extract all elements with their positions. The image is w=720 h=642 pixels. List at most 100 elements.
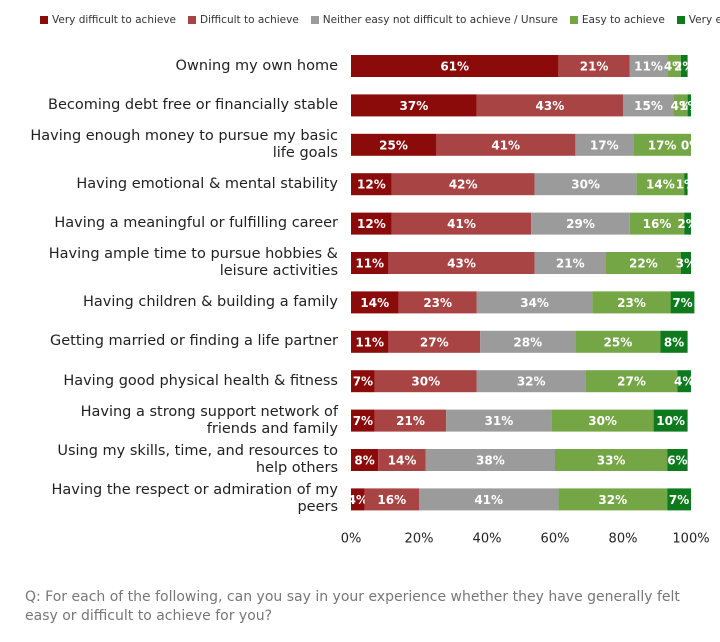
legend-item: Neither easy not difficult to achieve / … — [310, 14, 558, 26]
category-label: Having a meaningful or fulfilling career — [54, 215, 338, 232]
bar-segment — [629, 212, 685, 235]
bar-segment — [606, 252, 681, 274]
bar-segment — [378, 449, 426, 471]
bar-segment — [419, 488, 559, 511]
bar-segment — [351, 330, 389, 353]
data-label: 11% — [634, 60, 663, 74]
legend-label: Easy to achieve — [581, 14, 665, 26]
data-label: 11% — [355, 335, 384, 349]
bar-segment — [425, 449, 555, 471]
legend-swatch — [40, 16, 48, 24]
bar-segment — [680, 55, 688, 77]
bar-segment — [680, 252, 691, 274]
bar-segment — [534, 173, 637, 196]
x-tick-label: 20% — [405, 532, 434, 547]
data-label: 21% — [396, 414, 425, 428]
data-label: 21% — [580, 60, 609, 74]
bar-segment — [374, 370, 477, 393]
data-label: 7% — [672, 296, 692, 310]
data-label: 4% — [664, 60, 684, 74]
data-label: 30% — [588, 414, 617, 428]
data-label: 17% — [590, 138, 619, 152]
bar-segment — [476, 370, 586, 393]
data-label: 23% — [617, 296, 646, 310]
data-label: 17% — [648, 138, 677, 152]
bar-segment — [351, 449, 379, 471]
data-label: 1% — [676, 178, 696, 192]
category-label: Having good physical health & fitness — [63, 372, 338, 389]
legend-item: Very easy to achieve — [676, 14, 720, 26]
bar-segment — [476, 94, 623, 117]
data-label: 28% — [513, 335, 542, 349]
data-label: 38% — [476, 454, 505, 468]
category-label: Using my skills, time, and resources to … — [57, 443, 338, 476]
data-label: 21% — [556, 257, 585, 271]
data-label: 41% — [474, 493, 503, 507]
bar-segment — [551, 409, 654, 432]
data-label: 27% — [420, 335, 449, 349]
bar-segment — [351, 173, 392, 196]
category-label: Having children & building a family — [82, 293, 338, 310]
category-label: Having a strong support network of frien… — [80, 403, 338, 437]
data-label: 14% — [388, 454, 417, 468]
bar-segment — [351, 94, 477, 117]
bar-segment — [633, 133, 691, 156]
bar-segment — [351, 252, 389, 274]
data-label: 32% — [517, 375, 546, 389]
bar-segment — [446, 409, 552, 432]
data-label: 12% — [357, 217, 386, 231]
legend-label: Very easy to achieve — [688, 14, 720, 26]
data-label: 30% — [571, 178, 600, 192]
data-label: 30% — [411, 375, 440, 389]
bar-segment — [534, 252, 606, 274]
data-label: 10% — [656, 414, 685, 428]
data-label: 0% — [681, 138, 701, 152]
data-label: 14% — [646, 178, 675, 192]
bar-segment — [476, 291, 593, 314]
data-label: 14% — [360, 296, 389, 310]
bar-segment — [585, 370, 678, 393]
data-label: 34% — [520, 296, 549, 310]
bar-segment — [674, 94, 688, 117]
bar-segment — [684, 173, 688, 196]
bar-segment — [351, 409, 375, 432]
data-label: 4% — [671, 99, 691, 113]
legend-swatch — [310, 16, 319, 24]
legend-item: Easy to achieve — [569, 14, 665, 26]
x-tick-label: 80% — [609, 532, 638, 547]
data-label: 22% — [629, 257, 658, 271]
data-label: 12% — [357, 178, 386, 192]
bar-segment — [575, 330, 661, 353]
bar-segment — [351, 212, 392, 235]
data-label: 32% — [598, 493, 627, 507]
bar-segment — [398, 291, 477, 314]
bar-segment — [555, 449, 668, 471]
bar-segment — [374, 409, 447, 432]
bar-segment — [388, 252, 535, 274]
data-label: 6% — [667, 454, 687, 468]
bar-segment — [684, 212, 691, 235]
data-label: 41% — [491, 138, 520, 152]
legend-swatch — [188, 16, 197, 24]
category-label: Becoming debt free or financially stable — [48, 96, 338, 113]
legend-label: Difficult to achieve — [200, 14, 299, 26]
data-label: 7% — [353, 375, 373, 389]
legend-item: Difficult to achieve — [188, 14, 299, 26]
category-label: Having emotional & mental stability — [76, 175, 338, 192]
data-label: 4% — [674, 375, 694, 389]
data-label: 15% — [634, 99, 663, 113]
bar-segment — [687, 94, 691, 117]
bar-segment — [636, 173, 685, 196]
data-label: 29% — [566, 217, 595, 231]
bar-segment — [660, 330, 688, 353]
data-label: 25% — [604, 335, 633, 349]
category-label: Having the respect or admiration of my p… — [51, 482, 338, 516]
bar-segment — [436, 133, 576, 156]
data-label: 2% — [677, 217, 697, 231]
category-label: Having enough money to pursue my basic l… — [30, 127, 338, 161]
bar-segment — [351, 291, 399, 314]
bar-segment — [653, 409, 688, 432]
data-label: 7% — [353, 414, 373, 428]
bar-segment — [391, 212, 532, 235]
